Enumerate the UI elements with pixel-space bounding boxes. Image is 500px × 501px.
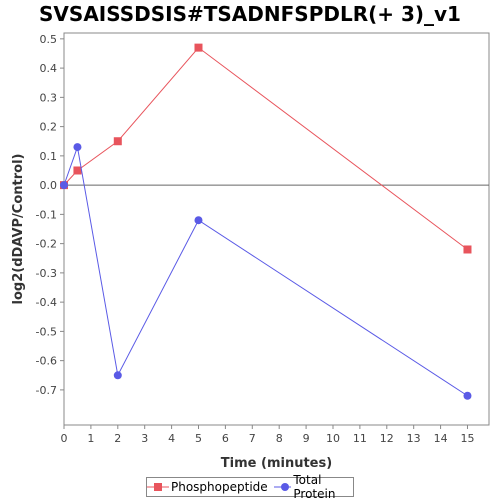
legend-marker-circle-icon (273, 483, 292, 491)
chart-title: SVSAISSDSIS#TSADNFSPDLR(+ 3)_v1 (39, 2, 461, 26)
y-tick-label: 0.2 (40, 121, 58, 134)
data-point-total-protein (60, 181, 68, 190)
x-tick-label: 13 (407, 432, 421, 445)
data-point-phosphopeptide (194, 43, 203, 52)
data-point-phosphopeptide (113, 137, 122, 146)
y-tick-label: 0.5 (40, 33, 58, 46)
x-tick-label: 12 (380, 432, 394, 445)
legend-item-phosphopeptide: Phosphopeptide (147, 480, 268, 494)
x-tick-label: 8 (276, 432, 283, 445)
x-tick-label: 15 (460, 432, 474, 445)
data-point-total-protein (194, 216, 203, 225)
y-tick-label: 0.1 (40, 150, 58, 163)
y-tick-label: -0.6 (36, 355, 57, 368)
y-tick-label: -0.3 (36, 267, 57, 280)
x-tick-label: 1 (87, 432, 94, 445)
y-tick-label: -0.1 (36, 208, 57, 221)
series-layer (60, 43, 472, 400)
y-tick-label: 0.3 (40, 91, 58, 104)
legend-label-total-protein: Total Protein (293, 473, 336, 501)
x-tick-label: 2 (114, 432, 121, 445)
y-tick-label: -0.2 (36, 238, 57, 251)
x-tick-label: 14 (434, 432, 448, 445)
y-tick-label: -0.5 (36, 325, 57, 338)
data-point-total-protein (73, 143, 82, 152)
y-tick-label: -0.7 (36, 384, 57, 397)
x-tick-label: 3 (141, 432, 148, 445)
x-tick-label: 0 (61, 432, 68, 445)
legend-label-phosphopeptide: Phosphopeptide (171, 480, 268, 494)
x-tick-label: 6 (222, 432, 229, 445)
y-tick-label: 0.0 (40, 179, 58, 192)
x-axis-title: Time (minutes) (221, 456, 332, 471)
legend: Phosphopeptide Total Protein (146, 473, 354, 501)
data-point-phosphopeptide (463, 245, 472, 254)
y-axis-title: log2(dDAVP/Control) (11, 154, 26, 305)
x-tick-label: 11 (353, 432, 367, 445)
data-point-total-protein (113, 371, 122, 380)
x-tick-label: 4 (168, 432, 175, 445)
y-tick-label: -0.4 (36, 296, 57, 309)
y-tick-label: 0.4 (40, 62, 58, 75)
plot-area (63, 32, 490, 426)
x-tick-label: 9 (303, 432, 310, 445)
data-point-total-protein (463, 391, 472, 400)
legend-marker-square-icon (147, 483, 169, 491)
x-tick-label: 5 (195, 432, 202, 445)
data-point-phosphopeptide (73, 166, 82, 175)
legend-item-total-protein: Total Protein (273, 473, 353, 501)
x-tick-label: 10 (326, 432, 340, 445)
axes: -0.7 -0.6 -0.5 -0.4 -0.3 -0.2 -0.1 0.0 0.1 0.2 0.3… (36, 33, 475, 445)
x-tick-label: 7 (249, 432, 256, 445)
